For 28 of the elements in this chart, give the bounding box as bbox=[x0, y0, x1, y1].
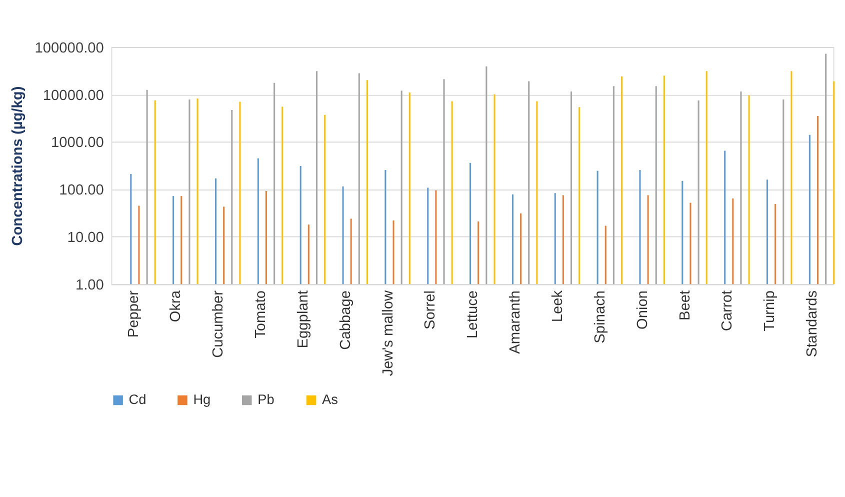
x-tick-label: Leek bbox=[550, 290, 566, 322]
x-tick-label: Amaranth bbox=[508, 290, 524, 354]
x-tick-label: Pepper bbox=[126, 290, 142, 338]
y-tick-label: 1000.00 bbox=[51, 135, 104, 152]
y-tick-label: 100000.00 bbox=[34, 40, 104, 56]
x-tick-label: Carrot bbox=[720, 290, 736, 332]
x-tick-label: Standards bbox=[804, 290, 821, 358]
y-tick-label: 10000.00 bbox=[42, 88, 104, 104]
y-tick-label: 10.00 bbox=[67, 230, 104, 246]
x-tick-label: Spinach bbox=[592, 290, 608, 344]
x-tick-label: Cucumber bbox=[210, 290, 227, 358]
y-tick-label: 1.00 bbox=[75, 277, 104, 294]
legend-label: Cd bbox=[128, 392, 146, 408]
x-tick-label: Onion bbox=[634, 290, 651, 330]
x-tick-label: Okra bbox=[168, 290, 184, 322]
y-tick-label: 100.00 bbox=[59, 182, 104, 199]
x-tick-label: Turnip bbox=[762, 290, 778, 332]
x-tick-label: Beet bbox=[677, 290, 694, 321]
x-tick-label: Tomato bbox=[253, 290, 270, 338]
x-tick-label: Cabbage bbox=[338, 290, 354, 350]
y-axis-title: Concentrations (µg/kg) bbox=[10, 86, 26, 246]
x-tick-label: Lettuce bbox=[465, 290, 482, 338]
x-tick-label: Sorrel bbox=[422, 290, 439, 330]
legend-label: Hg bbox=[193, 392, 211, 408]
x-tick-label: Eggplant bbox=[295, 290, 312, 348]
legend-label: Pb bbox=[258, 392, 275, 408]
x-tick-label: Jew's mallow bbox=[380, 290, 396, 376]
legend-label: As bbox=[322, 392, 338, 408]
